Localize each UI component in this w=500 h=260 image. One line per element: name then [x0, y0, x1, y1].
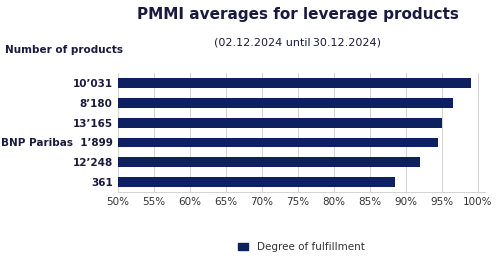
Text: (02.12.2024 until 30.12.2024): (02.12.2024 until 30.12.2024) [214, 38, 381, 48]
Bar [0, 78, 470, 88]
Bar [0, 177, 395, 187]
Bar [0, 98, 452, 108]
Text: Number of products: Number of products [5, 45, 123, 55]
Legend: Degree of fulfillment: Degree of fulfillment [234, 238, 368, 257]
Bar [0, 157, 420, 167]
Text: PMMI averages for leverage products: PMMI averages for leverage products [136, 6, 458, 22]
Bar [0, 138, 438, 147]
Bar [0, 118, 442, 128]
